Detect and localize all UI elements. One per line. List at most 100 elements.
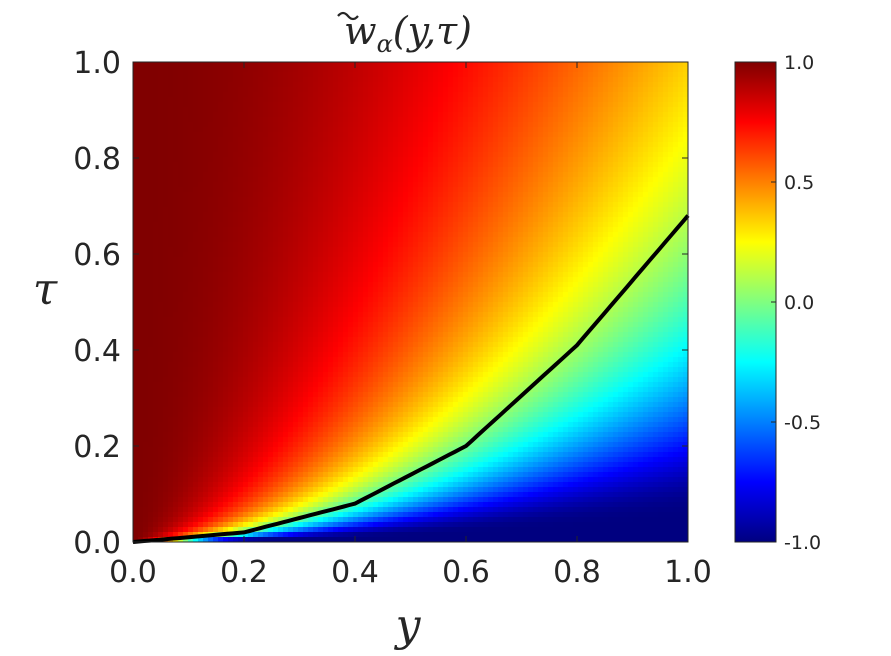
heatmap-cell	[223, 232, 229, 238]
heatmap-cell	[188, 197, 194, 203]
heatmap-cell	[383, 227, 389, 233]
heatmap-cell	[513, 222, 519, 228]
heatmap-cell	[458, 67, 464, 73]
heatmap-cell	[323, 207, 329, 213]
heatmap-cell	[478, 207, 484, 213]
heatmap-cell	[353, 267, 359, 273]
heatmap-cell	[588, 147, 594, 153]
heatmap-cell	[163, 117, 169, 123]
heatmap-cell	[273, 77, 279, 83]
heatmap-cell	[518, 82, 524, 88]
heatmap-cell	[378, 87, 384, 93]
heatmap-cell	[433, 122, 439, 128]
heatmap-cell	[358, 272, 364, 278]
heatmap-cell	[213, 217, 219, 223]
heatmap-cell	[203, 87, 209, 93]
heatmap-cell	[613, 272, 619, 278]
heatmap-cell	[273, 72, 279, 78]
heatmap-cell	[153, 262, 159, 268]
heatmap-cell	[543, 142, 549, 148]
heatmap-cell	[513, 77, 519, 83]
heatmap-cell	[563, 272, 569, 278]
heatmap-cell	[643, 212, 649, 218]
heatmap-cell	[198, 232, 204, 238]
heatmap-cell	[158, 97, 164, 103]
heatmap-cell	[613, 152, 619, 158]
heatmap-cell	[533, 62, 539, 68]
heatmap-cell	[433, 82, 439, 88]
heatmap-cell	[368, 122, 374, 128]
heatmap-cell	[403, 212, 409, 218]
heatmap-cell	[138, 77, 144, 83]
heatmap-cell	[348, 162, 354, 168]
heatmap-cell	[208, 192, 214, 198]
heatmap-cell	[433, 212, 439, 218]
heatmap-cell	[463, 232, 469, 238]
heatmap-cell	[168, 247, 174, 253]
heatmap-cell	[328, 177, 334, 183]
heatmap-cell	[383, 277, 389, 283]
heatmap-cell	[283, 247, 289, 253]
heatmap-cell	[313, 282, 319, 288]
heatmap-cell	[623, 177, 629, 183]
heatmap-cell	[253, 102, 259, 108]
heatmap-cell	[368, 272, 374, 278]
heatmap-cell	[383, 117, 389, 123]
heatmap-cell	[138, 107, 144, 113]
heatmap-cell	[248, 112, 254, 118]
heatmap-cell	[653, 72, 659, 78]
heatmap-cell	[133, 72, 139, 78]
heatmap-cell	[218, 147, 224, 153]
heatmap-cell	[293, 237, 299, 243]
heatmap-cell	[203, 72, 209, 78]
heatmap-cell	[158, 147, 164, 153]
heatmap-cell	[428, 277, 434, 283]
heatmap-cell	[443, 72, 449, 78]
heatmap-cell	[458, 257, 464, 263]
heatmap-cell	[278, 167, 284, 173]
heatmap-cell	[628, 202, 634, 208]
heatmap-cell	[163, 247, 169, 253]
heatmap-cell	[218, 242, 224, 248]
heatmap-cell	[588, 212, 594, 218]
heatmap-cell	[448, 257, 454, 263]
heatmap-cell	[398, 282, 404, 288]
heatmap-cell	[333, 282, 339, 288]
heatmap-cell	[513, 262, 519, 268]
heatmap-cell	[343, 137, 349, 143]
heatmap-cell	[628, 192, 634, 198]
heatmap-cell	[133, 147, 139, 153]
heatmap-cell	[448, 247, 454, 253]
heatmap-cell	[493, 142, 499, 148]
heatmap-cell	[578, 172, 584, 178]
heatmap-cell	[288, 277, 294, 283]
heatmap-cell	[568, 217, 574, 223]
heatmap-cell	[183, 267, 189, 273]
heatmap-cell	[428, 257, 434, 263]
heatmap-cell	[518, 137, 524, 143]
heatmap-cell	[653, 282, 659, 288]
heatmap-cell	[343, 162, 349, 168]
heatmap-cell	[588, 197, 594, 203]
heatmap-cell	[398, 242, 404, 248]
heatmap-cell	[658, 72, 664, 78]
heatmap-cell	[403, 107, 409, 113]
heatmap-cell	[508, 122, 514, 128]
heatmap-cell	[493, 117, 499, 123]
heatmap-cell	[218, 157, 224, 163]
heatmap-cell	[678, 237, 684, 243]
heatmap-cell	[273, 102, 279, 108]
heatmap-cell	[548, 272, 554, 278]
heatmap-cell	[333, 187, 339, 193]
heatmap-cell	[323, 177, 329, 183]
heatmap-cell	[678, 72, 684, 78]
heatmap-cell	[353, 197, 359, 203]
heatmap-cell	[573, 172, 579, 178]
heatmap-cell	[458, 232, 464, 238]
heatmap-cell	[678, 157, 684, 163]
heatmap-cell	[278, 137, 284, 143]
heatmap-cell	[278, 77, 284, 83]
heatmap-cell	[153, 182, 159, 188]
heatmap-cell	[683, 162, 688, 168]
heatmap-cell	[593, 152, 599, 158]
